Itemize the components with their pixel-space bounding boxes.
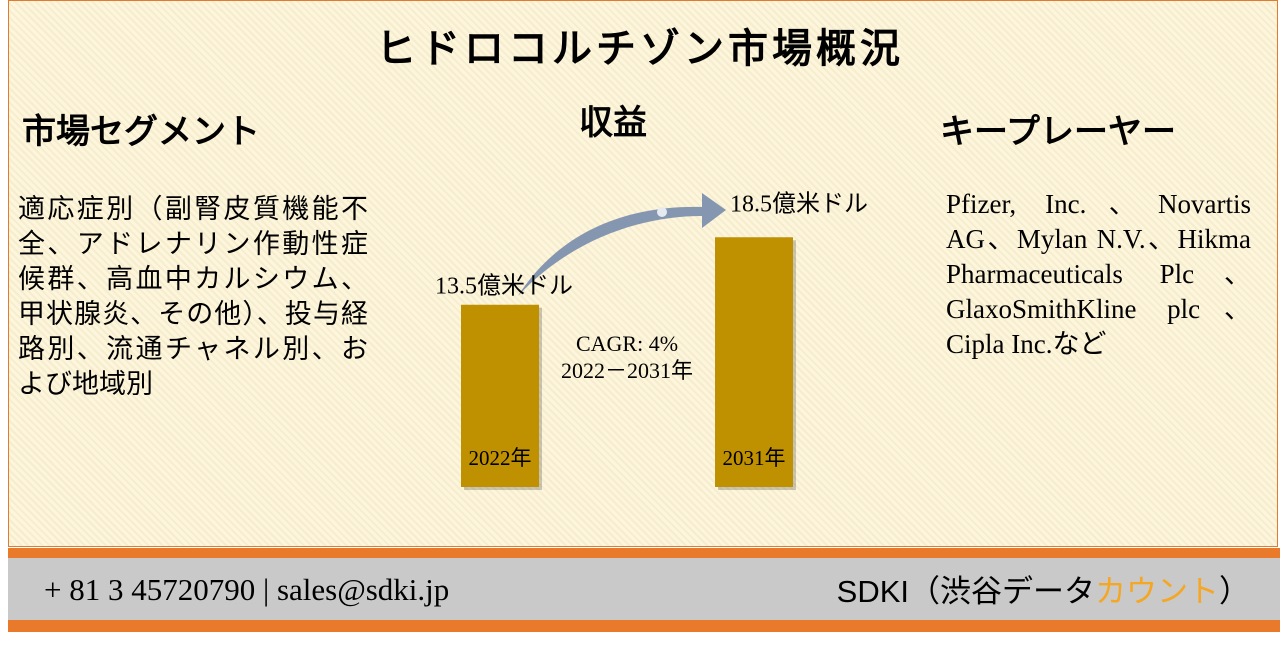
brand-text: SDKI（渋谷データ (836, 574, 1095, 609)
footer-stripe (8, 548, 1280, 558)
title: ヒドロコルチゾン市場概況 (376, 26, 904, 71)
bar (715, 237, 793, 487)
brand-text: ） (1219, 574, 1250, 609)
value-label: 13.5億米ドル (435, 273, 573, 300)
segments-text: 適応症別（副腎皮質機能不全、アドレナリン作動性症候群、高血中カルシウム、甲状腺炎… (18, 194, 368, 399)
panel (8, 0, 1278, 547)
annotation: CAGR: 4% (576, 331, 678, 356)
bar (461, 304, 539, 487)
growth-arrow (518, 193, 726, 296)
category-label: 2031年 (723, 446, 786, 470)
players-heading: キープレーヤー (940, 114, 1176, 151)
category-label: 2022年 (469, 446, 532, 470)
chart: 収益 2022年 13.5億米ドル 2031年 18.5億米ドル CAGR: 4%202… (435, 104, 868, 490)
footer (8, 558, 1280, 620)
players-text: Pfizer, Inc.、Novartis AG、Mylan N.V.、Hikm… (946, 189, 1251, 359)
brand-highlight: カウント (1095, 574, 1219, 609)
footer-stripe (8, 620, 1280, 632)
value-label: 18.5億米ドル (730, 191, 868, 218)
annotation: 2022－2031年 (561, 358, 693, 383)
contact: + 81 3 45720790 | sales@sdki.jp (44, 572, 450, 607)
brand: SDKI（渋谷データカウント） (837, 566, 1250, 611)
arrow-dot (657, 207, 667, 217)
segments-heading: 市場セグメント (22, 114, 260, 151)
chart-title: 収益 (579, 104, 647, 142)
